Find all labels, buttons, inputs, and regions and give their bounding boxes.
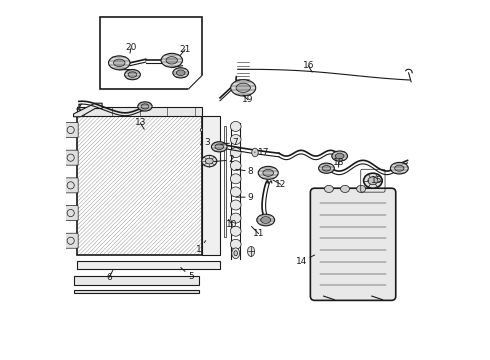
Text: 21: 21 <box>179 45 191 56</box>
Bar <box>202 116 220 255</box>
Text: 4: 4 <box>76 104 81 113</box>
Ellipse shape <box>247 247 255 256</box>
Text: 7: 7 <box>220 138 238 147</box>
Text: 18: 18 <box>333 158 344 167</box>
Ellipse shape <box>258 166 278 179</box>
Ellipse shape <box>230 161 241 171</box>
Text: 8: 8 <box>236 167 254 176</box>
Ellipse shape <box>114 59 125 67</box>
Ellipse shape <box>324 185 333 193</box>
Bar <box>74 276 198 285</box>
Bar <box>100 18 202 89</box>
FancyBboxPatch shape <box>64 122 78 138</box>
Ellipse shape <box>318 163 334 173</box>
Text: 1: 1 <box>196 241 206 254</box>
Bar <box>77 261 220 269</box>
Ellipse shape <box>124 69 140 80</box>
Ellipse shape <box>252 148 258 157</box>
Ellipse shape <box>257 214 275 226</box>
Text: 20: 20 <box>125 43 137 53</box>
Text: 11: 11 <box>251 226 264 238</box>
Ellipse shape <box>230 174 241 184</box>
Text: 17: 17 <box>255 148 270 157</box>
Text: 3: 3 <box>200 138 210 147</box>
Ellipse shape <box>322 166 331 171</box>
Text: 10: 10 <box>226 219 238 229</box>
Ellipse shape <box>231 80 256 96</box>
Ellipse shape <box>128 72 137 77</box>
Ellipse shape <box>230 135 241 144</box>
Bar <box>188 75 203 90</box>
Text: 16: 16 <box>302 61 314 72</box>
Ellipse shape <box>391 162 408 174</box>
Polygon shape <box>189 75 202 89</box>
Text: 12: 12 <box>273 180 287 189</box>
Ellipse shape <box>141 104 149 109</box>
FancyBboxPatch shape <box>64 178 78 193</box>
Ellipse shape <box>232 248 240 258</box>
Ellipse shape <box>215 144 223 149</box>
Ellipse shape <box>205 158 213 164</box>
Ellipse shape <box>357 185 366 193</box>
Polygon shape <box>74 103 102 117</box>
Ellipse shape <box>234 251 238 256</box>
Bar <box>77 116 202 255</box>
Ellipse shape <box>200 129 202 132</box>
FancyBboxPatch shape <box>64 233 78 248</box>
Bar <box>74 290 198 293</box>
Ellipse shape <box>394 165 404 171</box>
Ellipse shape <box>261 217 270 223</box>
Ellipse shape <box>341 185 349 193</box>
Ellipse shape <box>138 102 152 111</box>
Ellipse shape <box>230 200 241 210</box>
Ellipse shape <box>236 83 250 93</box>
Text: 5: 5 <box>181 267 194 281</box>
Ellipse shape <box>230 187 241 197</box>
Ellipse shape <box>263 169 273 176</box>
Ellipse shape <box>230 226 241 236</box>
Ellipse shape <box>335 153 344 159</box>
Text: 2: 2 <box>215 156 234 165</box>
Text: 19: 19 <box>242 95 254 104</box>
Text: 9: 9 <box>236 193 254 202</box>
Ellipse shape <box>211 142 227 152</box>
Bar <box>77 107 202 116</box>
FancyBboxPatch shape <box>310 188 396 300</box>
FancyBboxPatch shape <box>64 150 78 165</box>
Ellipse shape <box>161 53 182 67</box>
Ellipse shape <box>230 121 241 131</box>
Ellipse shape <box>368 177 378 185</box>
Ellipse shape <box>176 70 185 76</box>
Ellipse shape <box>230 239 241 249</box>
Ellipse shape <box>364 173 382 188</box>
FancyBboxPatch shape <box>64 206 78 221</box>
Ellipse shape <box>173 68 189 78</box>
Text: 15: 15 <box>368 176 383 185</box>
Ellipse shape <box>109 56 130 70</box>
Ellipse shape <box>166 57 177 64</box>
Ellipse shape <box>202 156 217 167</box>
Text: 6: 6 <box>106 270 113 282</box>
Ellipse shape <box>230 148 241 158</box>
Text: 14: 14 <box>296 255 315 266</box>
Text: 13: 13 <box>135 118 146 129</box>
Ellipse shape <box>332 151 347 161</box>
Bar <box>223 126 226 237</box>
Ellipse shape <box>230 213 241 223</box>
